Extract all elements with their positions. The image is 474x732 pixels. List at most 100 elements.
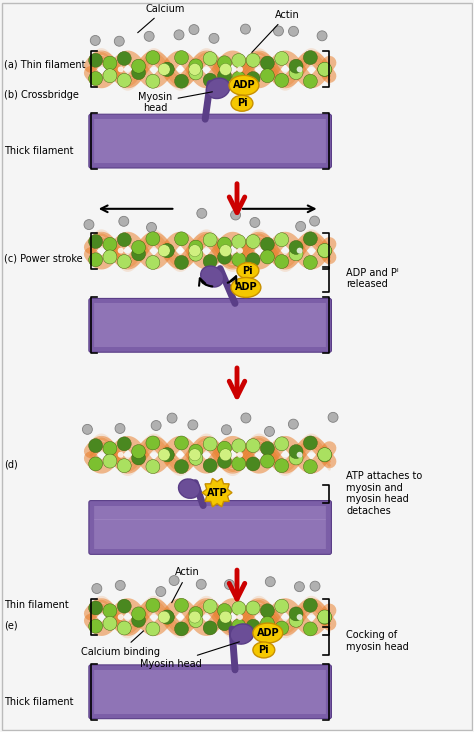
Circle shape (275, 233, 289, 247)
Circle shape (132, 613, 146, 627)
Circle shape (103, 56, 117, 70)
Circle shape (297, 247, 302, 253)
Circle shape (318, 448, 332, 462)
Circle shape (203, 621, 217, 635)
Circle shape (250, 217, 260, 228)
Circle shape (174, 51, 189, 64)
Circle shape (115, 580, 125, 591)
Circle shape (224, 580, 234, 589)
Circle shape (146, 232, 160, 246)
Circle shape (151, 421, 161, 430)
Circle shape (218, 237, 231, 251)
Circle shape (118, 247, 124, 253)
Circle shape (197, 209, 207, 218)
Circle shape (237, 247, 243, 253)
Circle shape (115, 424, 125, 433)
Circle shape (189, 613, 203, 627)
Circle shape (167, 413, 177, 423)
Circle shape (160, 244, 174, 258)
Circle shape (246, 72, 260, 86)
Circle shape (246, 619, 260, 633)
Ellipse shape (231, 277, 261, 297)
Circle shape (158, 244, 170, 257)
Text: ATP: ATP (207, 488, 228, 498)
Circle shape (232, 601, 246, 615)
Circle shape (103, 69, 117, 83)
Circle shape (318, 610, 332, 624)
Circle shape (260, 237, 274, 251)
Circle shape (132, 451, 146, 465)
Circle shape (146, 51, 160, 64)
Text: ATP attaches to
myosin and
myosin head
detaches: ATP attaches to myosin and myosin head d… (346, 471, 423, 516)
Circle shape (241, 413, 251, 423)
Text: Pi: Pi (243, 266, 253, 275)
Circle shape (240, 24, 250, 34)
Circle shape (203, 73, 217, 87)
Circle shape (303, 436, 317, 450)
Circle shape (117, 600, 131, 613)
Circle shape (297, 452, 302, 458)
FancyBboxPatch shape (89, 501, 331, 554)
Circle shape (118, 452, 124, 458)
Circle shape (117, 51, 131, 65)
Circle shape (231, 210, 240, 220)
Circle shape (103, 237, 117, 251)
Circle shape (260, 441, 274, 455)
Circle shape (160, 610, 174, 624)
Circle shape (158, 64, 170, 75)
Circle shape (203, 255, 217, 269)
Circle shape (117, 459, 131, 473)
Circle shape (310, 216, 319, 226)
Circle shape (303, 74, 317, 89)
Circle shape (103, 616, 117, 630)
Circle shape (160, 448, 174, 462)
Circle shape (289, 607, 303, 621)
Circle shape (146, 255, 160, 269)
Circle shape (189, 240, 203, 254)
Circle shape (103, 441, 117, 455)
Circle shape (209, 34, 219, 43)
Circle shape (218, 441, 231, 455)
Circle shape (203, 233, 217, 247)
Circle shape (114, 37, 124, 46)
Circle shape (218, 603, 231, 618)
Circle shape (296, 221, 306, 231)
Circle shape (189, 66, 203, 80)
Text: Pi: Pi (258, 645, 269, 655)
Text: Actin: Actin (252, 10, 300, 53)
Circle shape (246, 601, 260, 615)
Circle shape (318, 244, 332, 258)
Circle shape (189, 449, 201, 460)
Circle shape (289, 26, 299, 37)
Circle shape (132, 444, 146, 458)
Circle shape (189, 25, 199, 34)
Circle shape (174, 255, 189, 269)
Circle shape (189, 444, 203, 458)
Circle shape (146, 223, 156, 233)
Circle shape (297, 67, 302, 72)
Text: Myosin
head: Myosin head (138, 92, 212, 113)
Circle shape (219, 244, 231, 257)
Text: Actin: Actin (172, 567, 200, 602)
Circle shape (117, 621, 131, 635)
Circle shape (89, 619, 102, 633)
Circle shape (89, 253, 102, 266)
Circle shape (189, 244, 201, 257)
Circle shape (174, 232, 189, 246)
FancyBboxPatch shape (89, 299, 331, 352)
Circle shape (237, 452, 243, 458)
FancyBboxPatch shape (89, 665, 331, 719)
Circle shape (132, 66, 146, 80)
Circle shape (232, 53, 246, 67)
Circle shape (158, 611, 170, 623)
Circle shape (318, 62, 332, 76)
Text: ADP: ADP (235, 283, 257, 293)
Text: (b) Crossbridge: (b) Crossbridge (4, 90, 79, 100)
Circle shape (218, 455, 231, 468)
Circle shape (160, 610, 174, 624)
Circle shape (303, 51, 317, 64)
Circle shape (177, 67, 183, 72)
Circle shape (273, 26, 283, 36)
Circle shape (294, 582, 304, 591)
Text: Myosin head: Myosin head (139, 642, 239, 669)
